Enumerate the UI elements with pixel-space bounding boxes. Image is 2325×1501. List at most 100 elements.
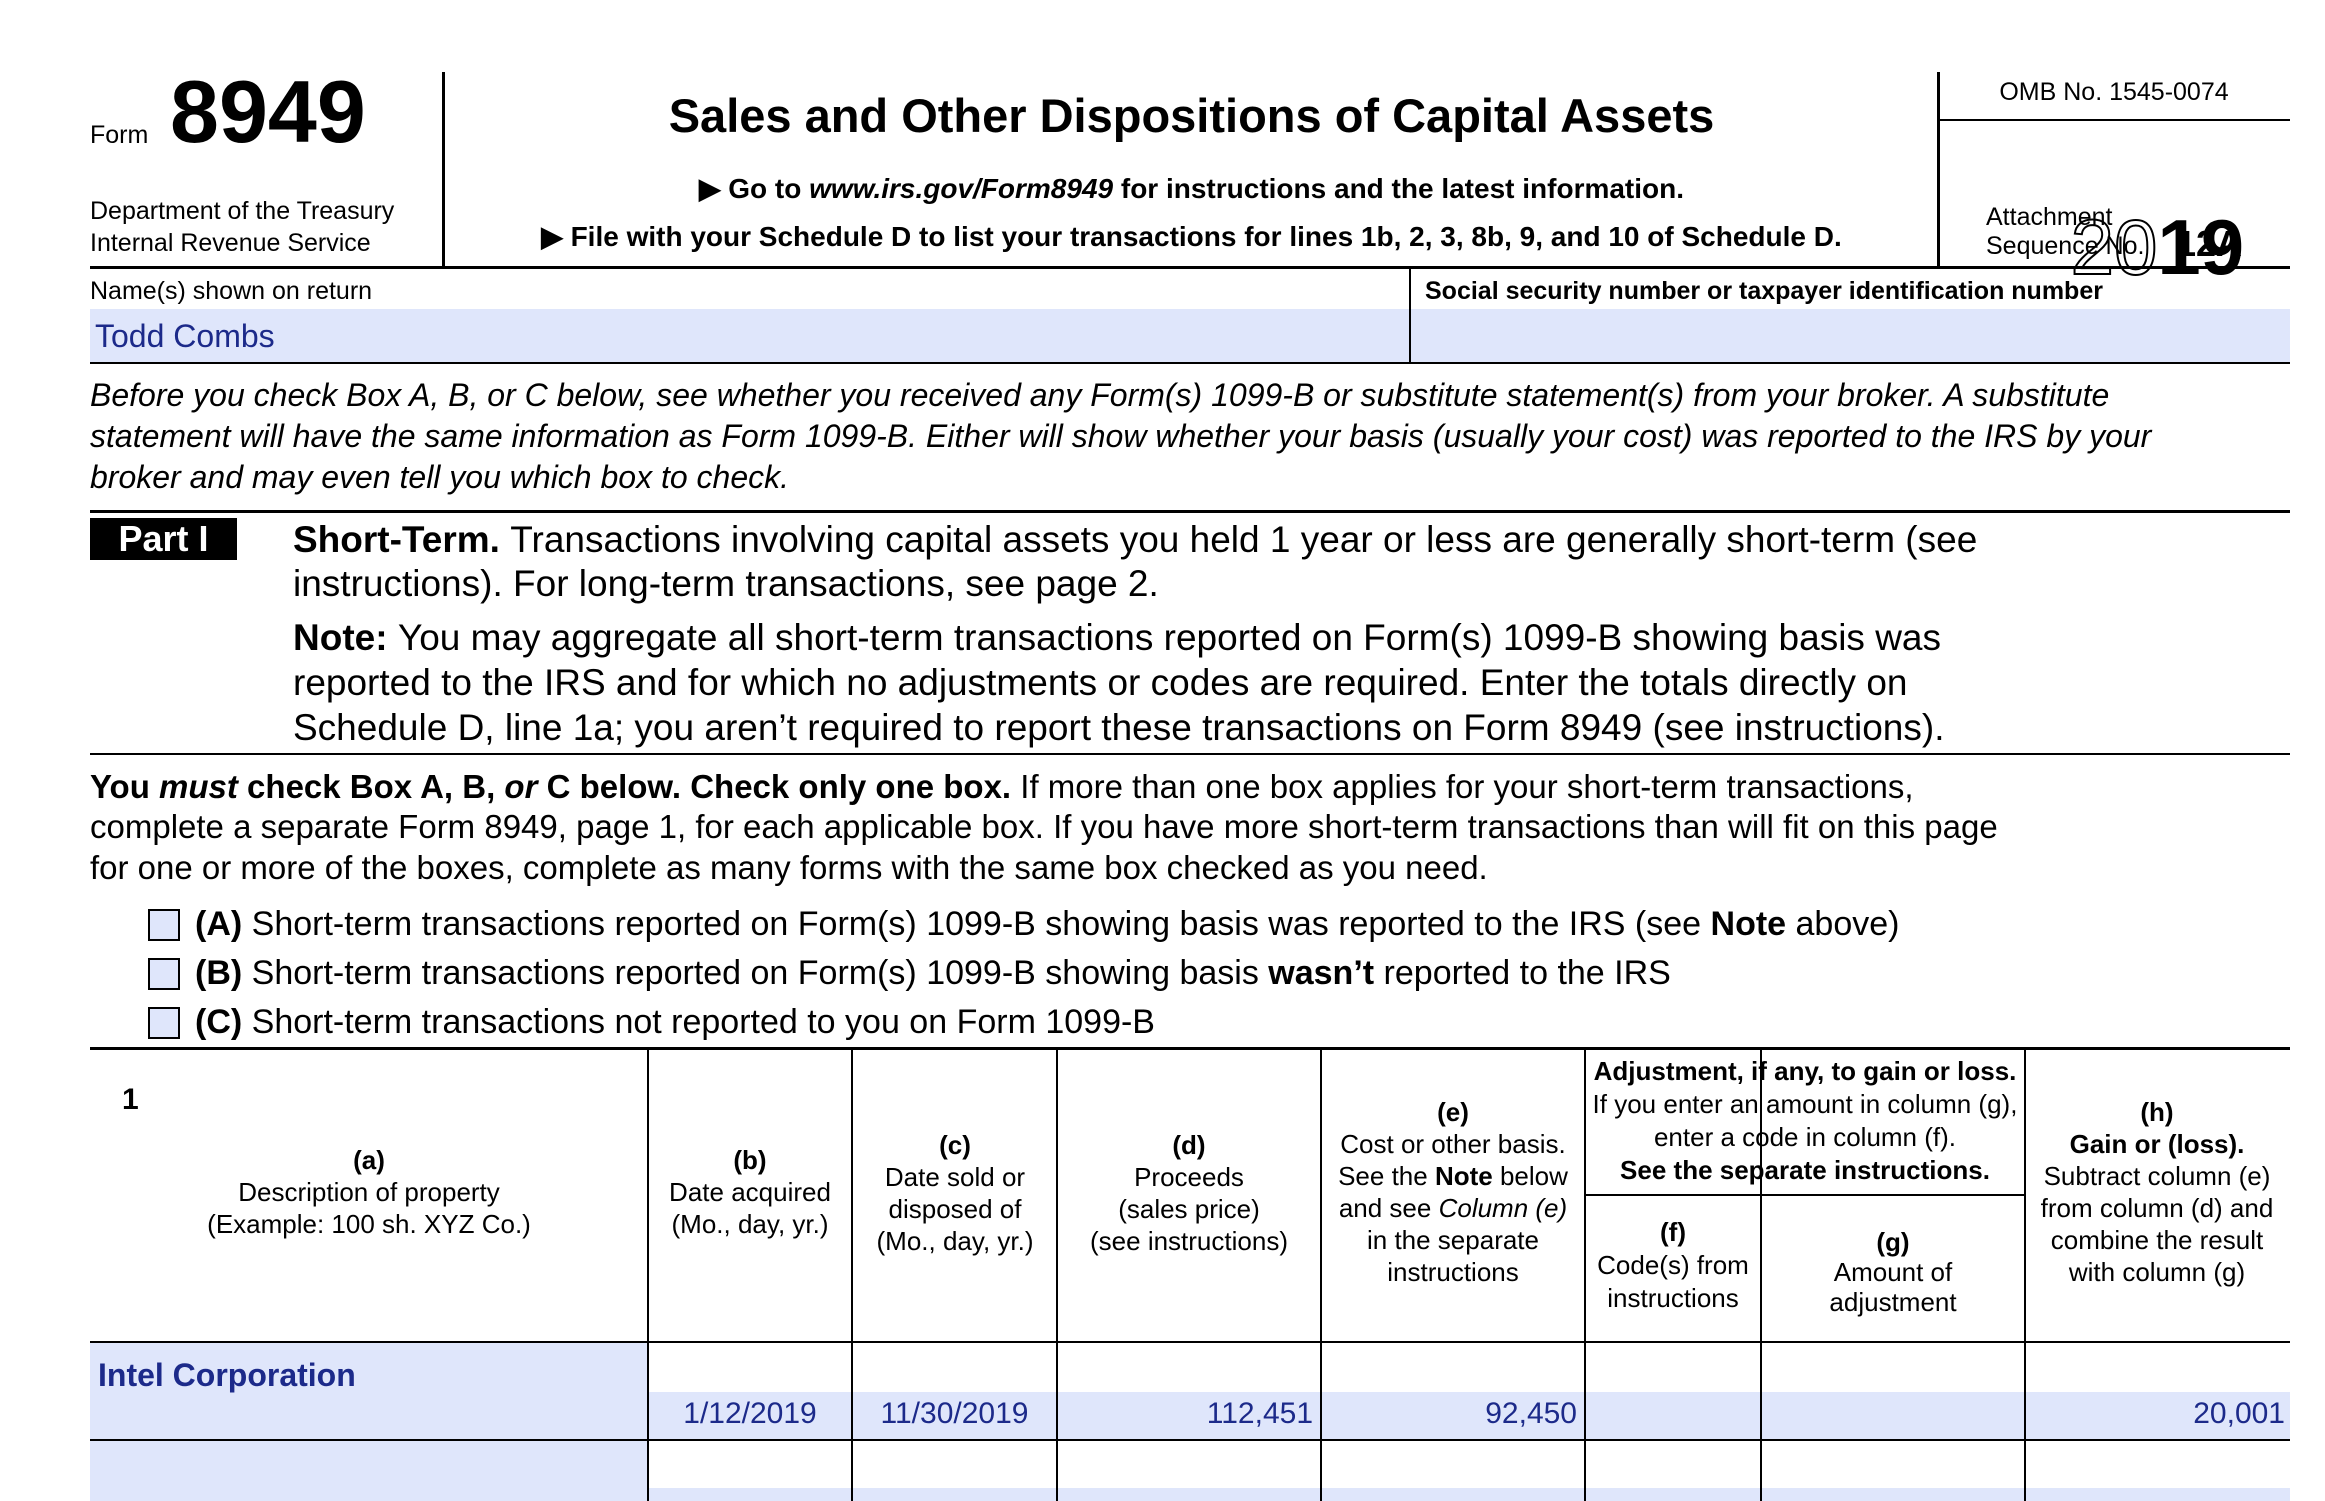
must-line: for one or more of the boxes, complete a… xyxy=(90,849,1488,886)
taxpayer-name: Todd Combs xyxy=(95,318,275,354)
column-header: instructions xyxy=(1387,1257,1519,1287)
divider xyxy=(442,72,445,267)
checkbox[interactable] xyxy=(148,1007,180,1039)
column-header: from column (d) and xyxy=(2040,1193,2274,1223)
text-segment: You xyxy=(90,768,160,805)
part-label: Part I xyxy=(118,518,209,559)
column-header: enter a code in column (f). xyxy=(1653,1122,1957,1152)
sequence-number: 12A xyxy=(2176,223,2243,264)
year-bold: 19 xyxy=(2157,203,2245,291)
name-label: Name(s) shown on return xyxy=(90,277,373,305)
instruction: ▶ File with your Schedule D to list your… xyxy=(541,221,1842,252)
column-header: (b) xyxy=(733,1145,767,1175)
form-label: Form xyxy=(90,121,149,149)
column-header: (see instructions) xyxy=(1090,1226,1288,1256)
divider xyxy=(1937,72,1940,267)
cell-date: 1/12/2019 xyxy=(683,1397,817,1430)
text-segment: Column (e) xyxy=(1438,1193,1568,1223)
text-segment: reported to the IRS xyxy=(1374,954,1671,992)
cell-amount: 20,001 xyxy=(2193,1397,2285,1430)
form-title: Sales and Other Dispositions of Capital … xyxy=(668,89,1715,142)
column-header: Adjustment, if any, to gain or loss. xyxy=(1593,1056,2017,1086)
input-field xyxy=(648,1488,2290,1501)
column-header: combine the result xyxy=(2050,1225,2264,1255)
checkbox[interactable] xyxy=(148,909,180,941)
department: Internal Revenue Service xyxy=(90,229,371,257)
text-segment: for instructions and the latest informat… xyxy=(1113,173,1685,204)
column-header: instructions xyxy=(1607,1283,1739,1313)
column-header: Subtract column (e) xyxy=(2043,1161,2271,1191)
column-header: (Mo., day, yr.) xyxy=(876,1226,1034,1256)
column-divider xyxy=(647,1049,649,1501)
note-label: Note: xyxy=(293,617,388,658)
text-segment: (A) xyxy=(195,905,243,943)
column-header: Description of property xyxy=(238,1177,500,1207)
part-heading: Short-Term. xyxy=(293,519,500,560)
instruction: ▶ Go to www.irs.gov/Form8949 for instruc… xyxy=(445,175,1938,203)
column-divider xyxy=(1056,1049,1058,1501)
column-header: (h) xyxy=(2140,1097,2174,1127)
checkbox-label: (A) Short-term transactions reported on … xyxy=(195,907,1899,941)
column-header: (d) xyxy=(1172,1130,1206,1160)
rule xyxy=(90,1439,2290,1441)
column-header: Cost or other basis. xyxy=(1340,1129,1566,1159)
text-segment: www.irs.gov/Form8949 xyxy=(809,173,1114,204)
text-segment: or xyxy=(504,768,538,805)
text-segment: See the xyxy=(1338,1161,1435,1191)
text-segment: C below. Check only one box. xyxy=(537,768,1012,805)
part-line: instructions). For long-term transaction… xyxy=(293,563,1159,604)
text-segment: If more than one box applies for your sh… xyxy=(1011,768,1914,805)
column-header: See the separate instructions. xyxy=(1620,1155,1990,1185)
checkbox-label: (B) Short-term transactions reported on … xyxy=(195,956,1671,990)
column-header: (Example: 100 sh. XYZ Co.) xyxy=(207,1209,531,1239)
note-line: reported to the IRS and for which no adj… xyxy=(293,662,1908,703)
input-field xyxy=(90,1342,648,1501)
text-segment: Short-term transactions not reported to … xyxy=(242,1003,1155,1041)
part-text: Short-Term. Transactions involving capita… xyxy=(293,521,1977,558)
checkbox[interactable] xyxy=(148,958,180,990)
text-segment: (C) xyxy=(195,1003,243,1041)
omb-number: OMB No. 1545-0074 xyxy=(1999,78,2229,106)
intro-line: statement will have the same information… xyxy=(90,418,2152,454)
rule xyxy=(90,266,2290,269)
line-number: 1 xyxy=(122,1083,139,1116)
text-segment: check Box A, B, xyxy=(237,768,505,805)
column-divider xyxy=(1320,1049,1322,1501)
column-header: Date acquired xyxy=(669,1177,831,1207)
text-segment: must xyxy=(159,768,238,805)
text-segment: Short-term transactions reported on Form… xyxy=(242,954,1269,992)
divider xyxy=(1409,267,1411,363)
checkbox-label: (C) Short-term transactions not reported… xyxy=(195,1005,1155,1039)
column-header: (e) xyxy=(1437,1097,1469,1127)
column-header: (f) xyxy=(1660,1217,1686,1247)
note-line: You may aggregate all short-term transac… xyxy=(397,617,1941,658)
column-header: (c) xyxy=(939,1130,971,1160)
input-field xyxy=(648,1392,2290,1440)
text-segment: wasn’t xyxy=(1268,954,1375,992)
text-segment: below xyxy=(1492,1161,1568,1191)
part-line: Transactions involving capital assets yo… xyxy=(510,519,1978,560)
must-line: You must check Box A, B, or C below. Che… xyxy=(90,770,1914,803)
rule xyxy=(90,510,2290,513)
column-header: Amount of xyxy=(1833,1257,1953,1287)
note-line: Schedule D, line 1a; you aren’t required… xyxy=(293,707,1945,748)
text-segment: above) xyxy=(1786,905,1900,943)
part-badge xyxy=(90,518,237,560)
column-header: Proceeds xyxy=(1134,1162,1244,1192)
column-header: See the Note below xyxy=(1321,1163,1585,1189)
column-header: (a) xyxy=(353,1145,385,1175)
column-header: (Mo., day, yr.) xyxy=(671,1209,829,1239)
rule xyxy=(90,753,2290,755)
column-header: Gain or (loss). xyxy=(2069,1129,2245,1159)
column-header: (g) xyxy=(1876,1227,1910,1257)
intro-line: broker and may even tell you which box t… xyxy=(90,459,790,495)
sequence: Sequence No. xyxy=(1986,232,2145,260)
text-segment: and see xyxy=(1338,1193,1439,1223)
text-segment: (B) xyxy=(195,954,243,992)
cell-date: 11/30/2019 xyxy=(880,1397,1029,1430)
cell-amount: 112,451 xyxy=(1206,1397,1313,1430)
text-segment: ▶ Go to xyxy=(698,173,810,204)
form-number: 8949 xyxy=(170,62,366,161)
rule xyxy=(90,1047,2290,1050)
